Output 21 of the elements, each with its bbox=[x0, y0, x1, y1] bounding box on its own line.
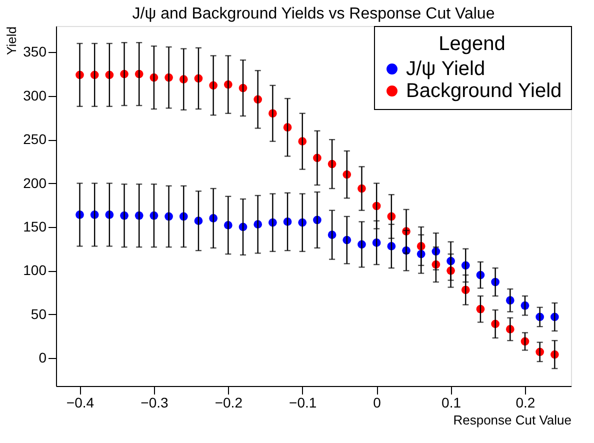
y-tick-label: 50 bbox=[30, 306, 47, 322]
x-tick-label: −0.4 bbox=[66, 394, 94, 410]
legend-title: Legend bbox=[438, 33, 506, 55]
y-axis-title: Yield bbox=[4, 26, 20, 55]
x-axis-title: Response Cut Value bbox=[453, 412, 572, 428]
y-tick-label: 100 bbox=[23, 262, 47, 278]
chart-title: J/ψ and Background Yields vs Response Cut Value bbox=[132, 6, 495, 22]
x-tick-label: −0.2 bbox=[214, 394, 243, 410]
y-tick-label: 350 bbox=[23, 44, 47, 60]
y-tick-label: 150 bbox=[23, 218, 47, 234]
x-tick-label: −0.3 bbox=[140, 394, 168, 410]
y-tick-label: 0 bbox=[38, 350, 47, 366]
x-tick-label: 0.2 bbox=[516, 394, 536, 410]
x-tick-label: −0.1 bbox=[289, 394, 317, 410]
legend-label: J/ψ Yield bbox=[406, 58, 486, 80]
y-tick-label: 300 bbox=[23, 87, 47, 104]
x-tick-label: 0 bbox=[373, 394, 382, 410]
y-tick-label: 250 bbox=[23, 131, 47, 148]
x-tick-label: 0.1 bbox=[442, 394, 462, 410]
legend-label: Background Yield bbox=[406, 80, 562, 102]
y-tick-label: 200 bbox=[23, 174, 47, 191]
